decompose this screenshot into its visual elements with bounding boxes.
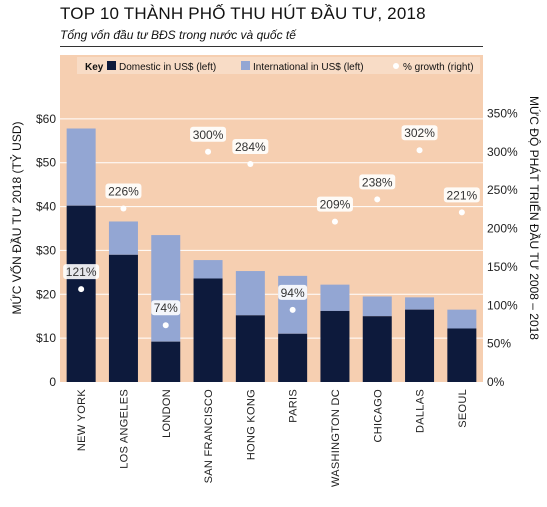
- x-tick-label: NEW YORK: [76, 389, 88, 451]
- x-tick-label: SEOUL: [457, 389, 469, 428]
- x-tick-label: DALLAS: [415, 389, 427, 433]
- growth-label-box: [443, 187, 480, 203]
- chart-title: TOP 10 THÀNH PHỐ THU HÚT ĐẦU TƯ, 2018: [60, 4, 426, 23]
- y2-axis-title: MỨC ĐỘ PHÁT TRIỂN ĐẦU TƯ 2008 – 2018: [527, 96, 542, 340]
- growth-label: 284%: [235, 140, 266, 154]
- bar-international: [362, 296, 392, 317]
- y-tick-label: $50: [36, 156, 56, 170]
- title-divider: [60, 46, 483, 47]
- growth-label: 209%: [320, 198, 351, 212]
- bar-domestic: [235, 315, 265, 382]
- x-tick-label: LOS ANGELES: [118, 389, 130, 469]
- growth-label: 302%: [404, 126, 435, 140]
- y-tick-label: 0: [49, 375, 56, 389]
- y2-tick-label: 300%: [487, 145, 518, 159]
- growth-point: [205, 148, 212, 155]
- y2-tick-label: 50%: [487, 337, 511, 351]
- legend-background: [77, 57, 480, 74]
- legend-label-growth: % growth (right): [403, 62, 474, 73]
- bar-international: [405, 297, 435, 310]
- bar-international: [320, 284, 350, 311]
- growth-point: [331, 218, 338, 225]
- bar-international: [278, 275, 308, 334]
- legend-key-label: Key: [85, 62, 104, 73]
- growth-point: [120, 205, 127, 212]
- y-tick-label: $60: [36, 112, 56, 126]
- growth-label-box: [151, 300, 181, 316]
- growth-point: [78, 286, 85, 293]
- bar-domestic: [362, 316, 392, 382]
- growth-label: 238%: [362, 175, 393, 189]
- x-tick-label: HONG KONG: [245, 389, 257, 460]
- bar-domestic: [151, 341, 181, 382]
- y-tick-label: $20: [36, 287, 56, 301]
- growth-label: 221%: [446, 188, 477, 202]
- growth-point: [416, 147, 423, 154]
- bar-international: [193, 260, 223, 279]
- chart-subtitle: Tổng vốn đầu tư BĐS trong nước và quốc t…: [60, 28, 296, 42]
- growth-point: [374, 196, 381, 203]
- growth-label-box: [232, 139, 269, 155]
- bar-international: [235, 271, 265, 316]
- growth-label: 300%: [193, 128, 224, 142]
- y2-tick-label: 0%: [487, 375, 505, 389]
- growth-label: 94%: [281, 286, 305, 300]
- bar-international: [447, 309, 477, 329]
- y2-tick-label: 350%: [487, 106, 518, 120]
- legend-swatch-international: [241, 61, 250, 70]
- bar-domestic: [320, 310, 350, 382]
- bar-domestic: [405, 309, 435, 382]
- x-tick-label: WASHINGTON DC: [330, 389, 342, 487]
- y2-tick-label: 200%: [487, 222, 518, 236]
- legend-label-domestic: Domestic in US$ (left): [119, 62, 216, 73]
- growth-label: 74%: [154, 301, 178, 315]
- growth-label: 226%: [108, 185, 139, 199]
- bar-domestic: [66, 205, 96, 382]
- growth-point: [162, 322, 169, 329]
- x-tick-label: PARIS: [288, 389, 300, 423]
- y-axis-title: MỨC VỐN ĐẦU TƯ 2018 (TỶ USD): [9, 122, 24, 315]
- growth-label-box: [316, 196, 353, 212]
- legend-swatch-domestic: [107, 61, 116, 70]
- x-tick-label: CHICAGO: [372, 389, 384, 443]
- growth-label: 121%: [66, 265, 97, 279]
- growth-label-box: [401, 125, 438, 141]
- y2-tick-label: 250%: [487, 183, 518, 197]
- y-tick-label: $10: [36, 331, 56, 345]
- y-tick-label: $40: [36, 200, 56, 214]
- legend-swatch-growth: [393, 63, 399, 69]
- growth-label-box: [190, 126, 227, 142]
- growth-label-box: [278, 284, 308, 300]
- bar-international: [108, 221, 138, 255]
- bar-international: [66, 128, 96, 206]
- x-tick-label: LONDON: [161, 389, 173, 438]
- y2-tick-label: 100%: [487, 298, 518, 312]
- growth-label-box: [63, 264, 100, 280]
- growth-point: [247, 161, 254, 168]
- growth-label-box: [359, 174, 396, 190]
- y2-tick-label: 150%: [487, 260, 518, 274]
- y-tick-label: $30: [36, 243, 56, 257]
- bar-domestic: [108, 254, 138, 382]
- growth-label-box: [105, 183, 142, 199]
- bar-domestic: [278, 333, 308, 382]
- growth-point: [458, 209, 465, 216]
- bar-domestic: [193, 278, 223, 382]
- legend-label-international: International in US$ (left): [253, 62, 364, 73]
- growth-point: [289, 306, 296, 313]
- x-tick-label: SAN FRANCISCO: [203, 389, 215, 483]
- bar-domestic: [447, 328, 477, 382]
